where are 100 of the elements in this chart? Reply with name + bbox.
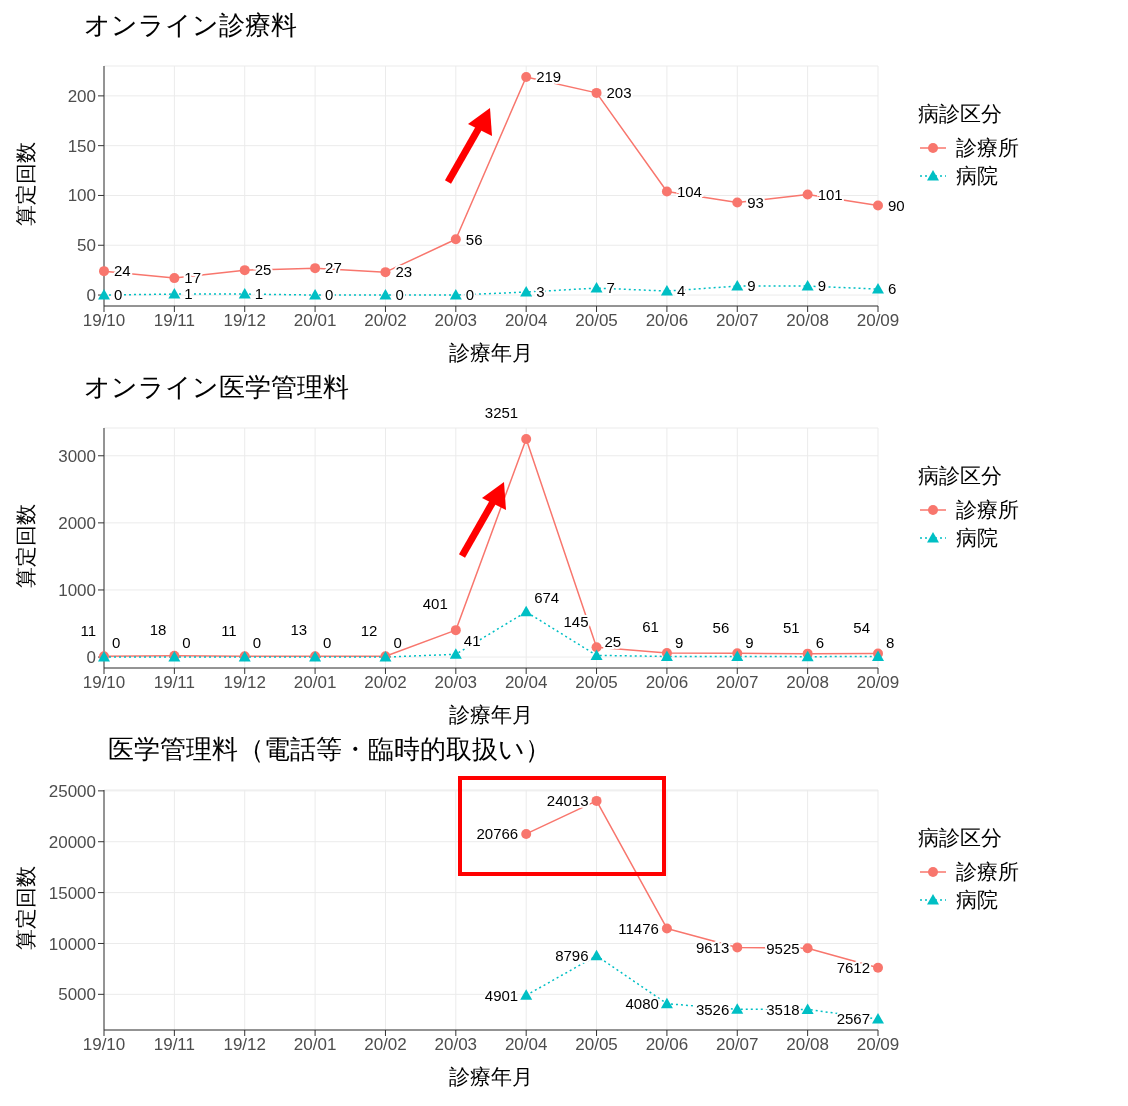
x-tick-label: 19/12 <box>223 311 266 331</box>
y-tick-label: 50 <box>77 236 96 256</box>
point <box>521 433 532 444</box>
point <box>239 265 250 276</box>
point <box>380 267 391 278</box>
point <box>731 1003 744 1014</box>
x-tick-label: 20/09 <box>856 311 900 331</box>
point <box>660 997 673 1009</box>
point <box>591 87 602 98</box>
legend-label: 病院 <box>956 525 998 551</box>
point <box>450 234 461 245</box>
data-label: 27 <box>325 259 342 277</box>
x-tick-label: 20/06 <box>645 673 689 693</box>
x-tick-label: 20/02 <box>364 311 407 331</box>
data-label: 1 <box>254 285 264 303</box>
chart-title: オンライン診療料 <box>84 9 298 40</box>
point <box>168 288 181 299</box>
y-tick-label: 10000 <box>48 934 96 954</box>
x-tick-label: 19/12 <box>223 673 266 693</box>
x-axis-title: 診療年月 <box>449 341 533 364</box>
x-tick-label: 20/04 <box>504 673 548 693</box>
data-label: 1 <box>184 285 193 303</box>
data-label: 56 <box>712 618 730 636</box>
data-label: 101 <box>817 185 843 203</box>
data-label: 20766 <box>476 825 519 843</box>
data-label: 54 <box>853 618 870 636</box>
data-label: 8 <box>886 633 895 651</box>
point <box>732 942 743 953</box>
y-tick-label: 100 <box>67 186 96 206</box>
point <box>521 828 532 839</box>
data-label: 9525 <box>766 939 800 957</box>
data-label: 56 <box>465 230 483 248</box>
chart-title: 医学管理料（電話等・臨時的取扱い） <box>108 733 552 764</box>
data-label: 3526 <box>695 1000 730 1018</box>
x-tick-label: 20/05 <box>575 1035 618 1055</box>
point <box>731 280 744 291</box>
point <box>732 197 743 208</box>
legend-label: 診療所 <box>956 135 1019 161</box>
data-label: 6 <box>888 280 897 298</box>
point <box>661 923 672 934</box>
point <box>590 649 603 660</box>
x-tick-label: 20/08 <box>786 673 829 693</box>
data-label: 9 <box>747 277 756 295</box>
data-label: 0 <box>182 634 191 652</box>
legend-label: 診療所 <box>956 497 1019 523</box>
point <box>872 1013 884 1024</box>
y-tick-label: 20000 <box>48 832 96 852</box>
x-tick-label: 20/08 <box>786 1035 829 1055</box>
x-tick-label: 19/10 <box>82 673 126 693</box>
point <box>873 962 883 973</box>
data-label: 6 <box>815 633 824 651</box>
x-tick-label: 20/07 <box>716 673 759 693</box>
point <box>379 289 392 300</box>
data-label: 674 <box>534 589 560 607</box>
x-tick-label: 20/08 <box>786 311 829 331</box>
data-label: 11 <box>80 621 96 639</box>
data-label: 11 <box>221 621 237 639</box>
data-label: 13 <box>290 621 308 639</box>
point <box>661 186 672 197</box>
x-tick-label: 19/11 <box>153 1035 195 1055</box>
x-tick-label: 20/02 <box>364 673 407 693</box>
point <box>801 280 814 291</box>
data-label: 90 <box>888 196 905 214</box>
point <box>99 266 109 277</box>
x-tick-label: 20/03 <box>434 673 478 693</box>
x-axis-title: 診療年月 <box>449 703 533 726</box>
x-tick-label: 20/01 <box>293 673 337 693</box>
y-axis-title: 算定回数 <box>14 142 38 226</box>
x-tick-label: 20/07 <box>716 311 759 331</box>
x-tick-label: 20/03 <box>434 311 478 331</box>
data-label: 25 <box>604 632 622 650</box>
y-tick-label: 0 <box>86 648 96 668</box>
point <box>872 283 884 294</box>
x-tick-label: 19/12 <box>223 1035 266 1055</box>
data-label: 145 <box>563 612 589 630</box>
data-label: 4 <box>676 282 686 300</box>
data-label: 7612 <box>836 959 870 977</box>
x-tick-label: 20/07 <box>716 1035 759 1055</box>
data-label: 0 <box>465 286 475 304</box>
point <box>309 289 322 300</box>
legend-title: 病診区分 <box>918 101 1003 127</box>
data-label: 4080 <box>625 994 659 1012</box>
y-tick-label: 0 <box>86 286 96 306</box>
y-axis-title: 算定回数 <box>14 866 38 950</box>
data-label: 41 <box>463 631 481 649</box>
point <box>449 648 462 659</box>
x-tick-label: 20/04 <box>504 1035 548 1055</box>
data-label: 9613 <box>695 938 730 956</box>
data-label: 7 <box>606 279 615 297</box>
legend-label: 病院 <box>956 163 998 189</box>
point <box>590 949 603 961</box>
data-label: 9 <box>817 277 826 295</box>
y-tick-label: 5000 <box>58 985 96 1005</box>
data-label: 4901 <box>484 986 519 1004</box>
data-label: 2567 <box>836 1010 870 1028</box>
point <box>169 273 180 284</box>
point <box>449 289 462 300</box>
data-label: 61 <box>642 618 659 636</box>
point <box>521 71 532 82</box>
data-label: 3251 <box>484 404 519 422</box>
